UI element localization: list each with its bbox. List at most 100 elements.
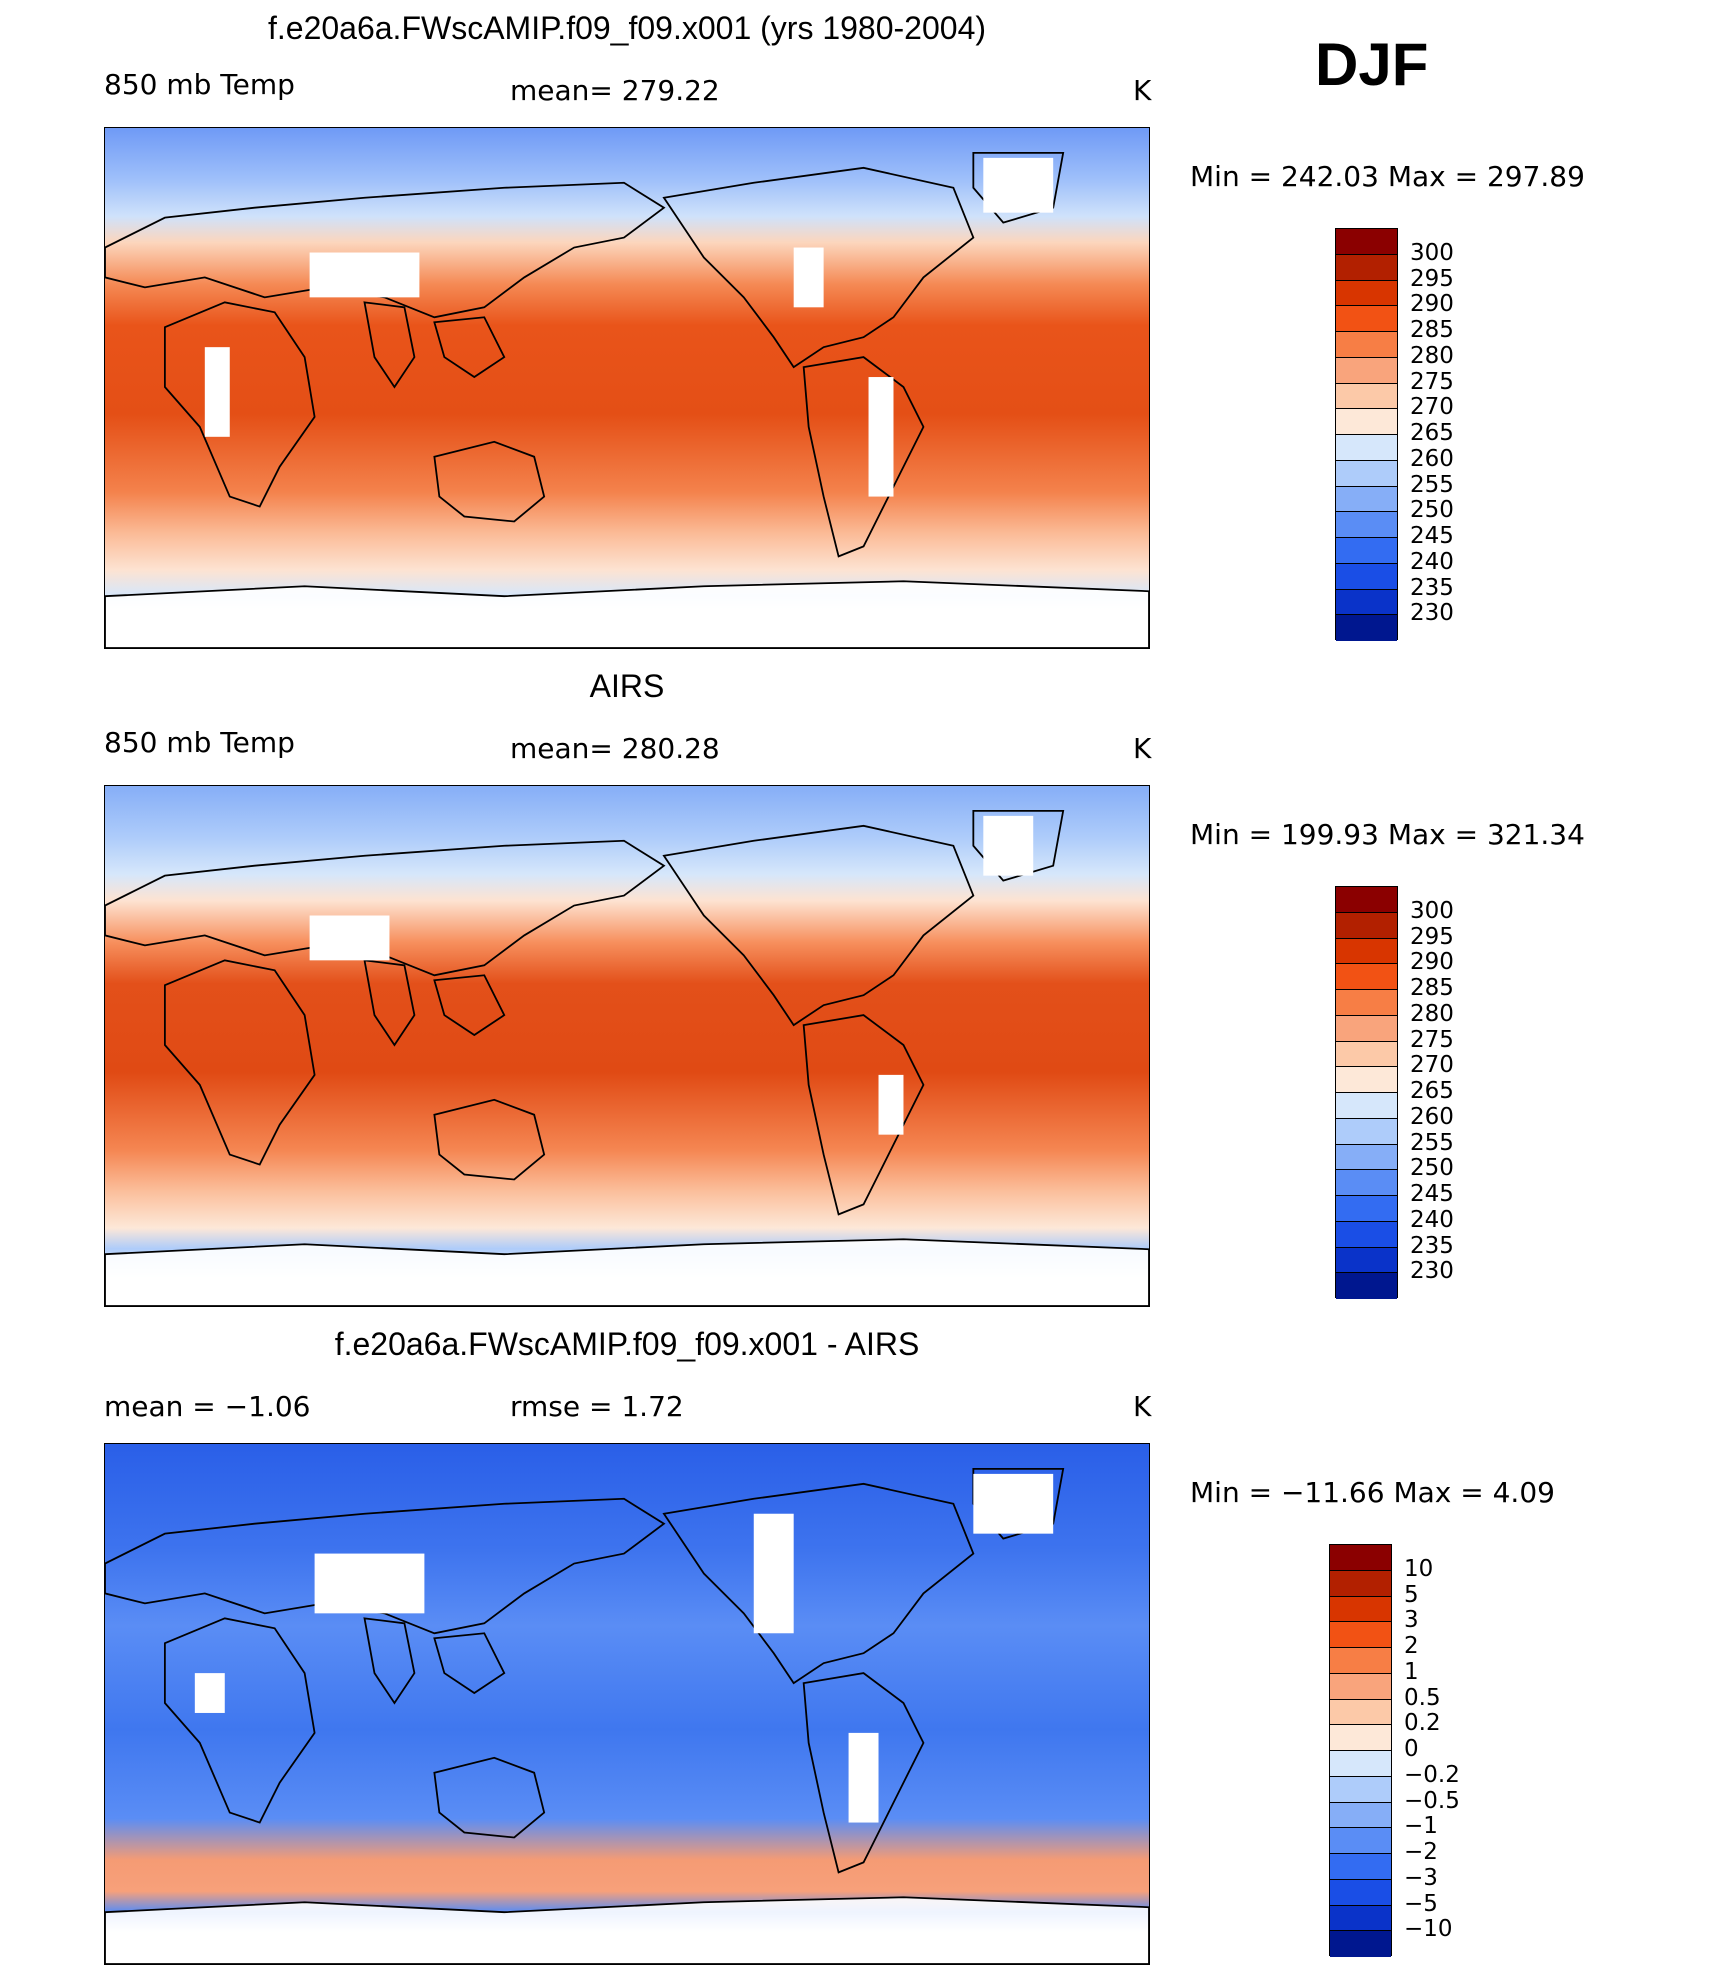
colorbar-swatch xyxy=(1336,435,1397,461)
colorbar-tick-label: −1 xyxy=(1404,1813,1438,1840)
panel-3-min-max: Min = −11.66 Max = 4.09 xyxy=(1190,1476,1555,1509)
panel-3-units: K xyxy=(1133,1390,1152,1423)
colorbar-tick-label: −0.2 xyxy=(1404,1761,1460,1788)
colorbar-tick-label: −10 xyxy=(1404,1916,1453,1943)
colorbar-swatch xyxy=(1330,1545,1391,1571)
panel-2-units: K xyxy=(1133,732,1152,765)
colorbar-tick-label: −0.5 xyxy=(1404,1787,1460,1814)
colorbar-swatch xyxy=(1336,1221,1397,1248)
coastline xyxy=(662,166,975,369)
coastline xyxy=(662,1482,975,1685)
panel-2-field xyxy=(105,786,1149,1306)
coastline xyxy=(105,839,666,977)
colorbar-swatch xyxy=(1330,1854,1391,1880)
colorbar-swatch xyxy=(1330,1699,1391,1726)
colorbar-tick-label: 0.2 xyxy=(1404,1710,1441,1737)
colorbar-tick-label: 275 xyxy=(1410,1026,1454,1053)
colorbar-tick-label: 280 xyxy=(1410,1000,1454,1027)
colorbar-swatch xyxy=(1336,538,1397,564)
colorbar-tick-label: 245 xyxy=(1410,523,1454,549)
coastline xyxy=(105,1896,1149,1964)
colorbar-swatch xyxy=(1330,1905,1391,1932)
missing-data-mask xyxy=(878,1074,904,1135)
panel-2-mean-label: mean= 280.28 xyxy=(510,732,720,765)
colorbar-tick-label: 0.5 xyxy=(1404,1684,1441,1711)
colorbar-swatch xyxy=(1336,589,1397,616)
panel-2-min-max: Min = 199.93 Max = 321.34 xyxy=(1190,818,1585,851)
colorbar-swatch xyxy=(1336,1118,1397,1145)
coastline xyxy=(802,1672,925,1874)
missing-data-mask xyxy=(753,1513,794,1634)
colorbar-swatch xyxy=(1336,460,1397,487)
colorbar-tick-label: 10 xyxy=(1404,1555,1434,1582)
colorbar-swatch xyxy=(1336,563,1397,590)
colorbar-swatch xyxy=(1336,615,1397,641)
panel-3-title: f.e20a6a.FWscAMIP.f09_f09.x001 - AIRS xyxy=(334,1326,920,1362)
colorbar-tick-label: 265 xyxy=(1410,1078,1454,1104)
missing-data-mask xyxy=(309,252,420,298)
colorbar-tick-label: 0 xyxy=(1404,1736,1419,1762)
colorbar-swatch xyxy=(1330,1828,1391,1854)
missing-data-mask xyxy=(793,247,824,308)
panel-1-field xyxy=(105,128,1149,648)
colorbar-3 xyxy=(1329,1544,1392,1957)
coastline xyxy=(363,959,416,1047)
season-label: DJF xyxy=(1315,31,1429,98)
colorbar-2 xyxy=(1335,886,1398,1299)
colorbar-tick-label: 300 xyxy=(1410,897,1454,924)
colorbar-swatch xyxy=(1336,1015,1397,1042)
colorbar-swatch xyxy=(1336,1196,1397,1222)
coastline xyxy=(433,1632,506,1695)
temperature-field xyxy=(105,786,1149,1306)
colorbar-tick-label: 240 xyxy=(1410,548,1454,575)
colorbar-swatch xyxy=(1330,1776,1391,1803)
panel-1-variable-label: 850 mb Temp xyxy=(104,68,295,101)
colorbar-swatch xyxy=(1336,1273,1397,1299)
missing-data-mask xyxy=(983,815,1034,876)
colorbar-swatch xyxy=(1336,1093,1397,1119)
colorbar-tick-label: 285 xyxy=(1410,317,1454,343)
coastline xyxy=(662,824,975,1027)
coastline xyxy=(163,1617,316,1824)
coastline xyxy=(972,152,1065,224)
coastline xyxy=(163,959,316,1166)
panel-3-mean-label: mean = −1.06 xyxy=(104,1390,311,1423)
colorbar-swatch xyxy=(1336,306,1397,332)
colorbar-swatch xyxy=(1336,964,1397,990)
colorbar-swatch xyxy=(1336,486,1397,513)
colorbar-swatch xyxy=(1336,512,1397,538)
colorbar-tick-label: 275 xyxy=(1410,368,1454,395)
colorbar-swatch xyxy=(1336,912,1397,939)
colorbar-tick-label: 300 xyxy=(1410,239,1454,266)
colorbar-swatch xyxy=(1336,938,1397,965)
colorbar-swatch xyxy=(1336,887,1397,913)
colorbar-tick-label: 5 xyxy=(1404,1581,1419,1608)
colorbar-swatch xyxy=(1330,1751,1391,1777)
colorbar-swatch xyxy=(1336,409,1397,435)
colorbar-tick-label: 255 xyxy=(1410,1129,1454,1156)
colorbar-swatch xyxy=(1336,254,1397,281)
colorbar-swatch xyxy=(1330,1648,1391,1674)
coastline xyxy=(105,580,1149,648)
colorbar-tick-label: 2 xyxy=(1404,1633,1419,1659)
colorbar-swatch xyxy=(1330,1596,1391,1623)
temperature-field xyxy=(105,128,1149,648)
colorbar-tick-label: −2 xyxy=(1404,1839,1438,1865)
colorbar-swatch xyxy=(1336,1144,1397,1171)
colorbar-swatch xyxy=(1336,1067,1397,1093)
colorbar-tick-label: 260 xyxy=(1410,1103,1454,1130)
coastline xyxy=(802,356,925,558)
panel-1-min-max: Min = 242.03 Max = 297.89 xyxy=(1190,160,1585,193)
colorbar-tick-label: 240 xyxy=(1410,1206,1454,1233)
colorbar-swatch xyxy=(1330,1931,1391,1957)
colorbar-tick-label: 295 xyxy=(1410,265,1454,292)
colorbar-tick-label: 230 xyxy=(1410,600,1454,627)
colorbar-tick-label: 280 xyxy=(1410,342,1454,369)
panel-2-variable-label: 850 mb Temp xyxy=(104,726,295,759)
colorbar-swatch xyxy=(1330,1802,1391,1829)
coastline xyxy=(433,1756,546,1839)
panel-1-units: K xyxy=(1133,74,1152,107)
colorbar-swatch xyxy=(1336,990,1397,1016)
coastline xyxy=(363,301,416,389)
colorbar-tick-label: 270 xyxy=(1410,1052,1454,1079)
